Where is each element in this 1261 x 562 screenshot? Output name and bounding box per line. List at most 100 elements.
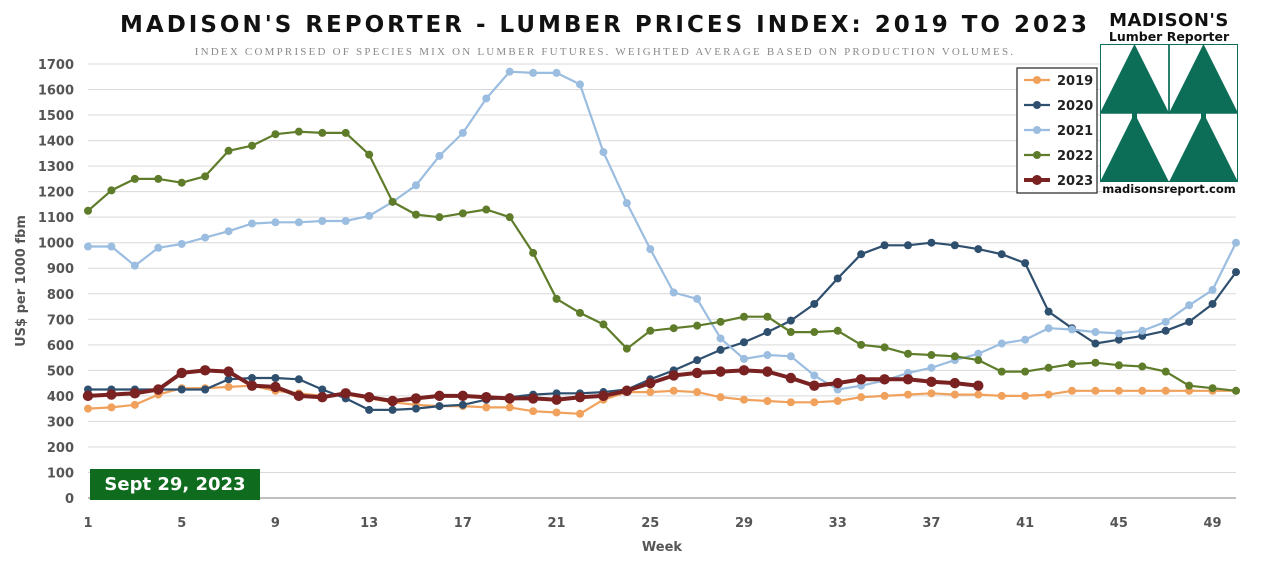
data-point-2020 [388, 405, 397, 414]
y-tick-label: 1500 [38, 109, 74, 124]
data-point-2023 [246, 380, 258, 391]
data-point-2022 [786, 328, 795, 337]
data-point-2020 [740, 338, 748, 347]
data-point-2023 [340, 388, 351, 399]
data-point-2022 [927, 351, 936, 360]
y-tick-label: 500 [47, 364, 74, 379]
y-tick-label: 100 [47, 466, 74, 481]
data-point-2021 [763, 351, 772, 360]
data-point-2021 [1091, 328, 1100, 337]
data-point-2022 [107, 186, 116, 195]
data-point-2020 [880, 241, 889, 250]
series-layer [82, 67, 1240, 418]
data-point-2022 [857, 340, 866, 349]
data-point-2021 [1208, 285, 1217, 294]
data-point-2021 [576, 80, 584, 89]
data-point-2021 [1068, 325, 1076, 334]
data-point-2020 [810, 299, 819, 308]
data-point-2023 [902, 374, 914, 385]
data-point-2020 [716, 345, 725, 354]
data-point-2019 [669, 386, 678, 395]
data-point-2022 [950, 352, 959, 361]
data-point-2021 [458, 128, 467, 137]
data-point-2019 [84, 404, 92, 413]
data-point-2020 [1021, 259, 1030, 268]
data-point-2021 [365, 211, 374, 220]
data-point-2022 [740, 312, 748, 321]
data-point-2022 [693, 321, 702, 330]
data-point-2019 [529, 407, 538, 416]
y-tick-label: 1200 [38, 186, 74, 201]
data-point-2020 [177, 385, 186, 394]
data-point-2023 [129, 388, 141, 399]
data-point-2021 [248, 219, 256, 228]
data-point-2019 [1161, 386, 1170, 395]
legend-swatch-marker [1033, 126, 1041, 134]
data-point-2021 [224, 227, 233, 236]
data-point-2021 [622, 199, 631, 208]
data-point-2019 [857, 393, 866, 402]
data-point-2020 [201, 385, 210, 394]
data-point-2022 [224, 146, 233, 155]
x-tick-label: 33 [829, 516, 847, 531]
data-point-2020 [974, 245, 983, 254]
x-tick-label: 25 [641, 516, 659, 531]
data-point-2021 [740, 354, 748, 363]
data-point-2022 [388, 197, 397, 206]
y-tick-label: 600 [47, 339, 74, 354]
data-point-2020 [693, 356, 702, 365]
data-point-2022 [646, 326, 655, 335]
legend-label-2021: 2021 [1057, 124, 1093, 139]
data-point-2023 [270, 381, 281, 393]
y-axis-label: US$ per 1000 fbm [14, 215, 29, 347]
data-point-2019 [974, 390, 983, 399]
data-point-2023 [738, 365, 750, 376]
data-point-2022 [763, 312, 772, 321]
data-point-2023 [504, 393, 515, 404]
data-point-2022 [904, 349, 912, 358]
data-point-2023 [762, 366, 773, 377]
data-point-2019 [1068, 386, 1076, 395]
data-point-2021 [974, 349, 983, 358]
data-point-2021 [1021, 335, 1030, 344]
data-point-2019 [927, 389, 936, 398]
data-point-2022 [599, 320, 608, 329]
tick-labels: 0 100 200 300 400 500 600 700 800 900 1000 1100 1200… [38, 58, 1222, 531]
y-tick-label: 300 [47, 415, 74, 430]
data-point-2019 [716, 393, 725, 402]
data-point-2019 [505, 403, 514, 412]
data-point-2023 [153, 384, 164, 395]
y-tick-label: 1000 [38, 237, 74, 252]
data-point-2020 [1208, 299, 1217, 308]
data-point-2022 [1161, 367, 1170, 376]
data-point-2019 [880, 391, 889, 400]
x-tick-label: 1 [83, 516, 92, 531]
data-point-2021 [412, 181, 420, 190]
legend-swatch-marker [1033, 76, 1041, 84]
data-point-2023 [598, 390, 609, 402]
data-point-2023 [691, 367, 703, 379]
data-point-2021 [1161, 317, 1170, 326]
data-point-2023 [106, 389, 117, 400]
data-point-2020 [458, 400, 467, 409]
data-point-2023 [481, 391, 492, 403]
data-point-2023 [551, 394, 562, 405]
data-point-2020 [248, 374, 256, 383]
data-point-2021 [1232, 238, 1240, 247]
x-tick-label: 49 [1204, 516, 1222, 531]
y-tick-label: 1700 [38, 58, 74, 73]
data-point-2023 [832, 377, 843, 389]
data-point-2020 [763, 328, 772, 337]
y-tick-label: 0 [65, 492, 74, 507]
data-point-2020 [412, 404, 420, 413]
data-point-2022 [435, 213, 444, 222]
data-point-2019 [1114, 386, 1123, 395]
data-point-2023 [363, 391, 375, 403]
data-point-2023 [199, 365, 211, 376]
data-point-2019 [763, 396, 772, 405]
data-point-2020 [904, 241, 912, 250]
data-point-2022 [177, 178, 186, 187]
legend-swatch-marker [1032, 175, 1042, 185]
data-point-2022 [84, 206, 92, 215]
data-point-2022 [716, 317, 725, 326]
